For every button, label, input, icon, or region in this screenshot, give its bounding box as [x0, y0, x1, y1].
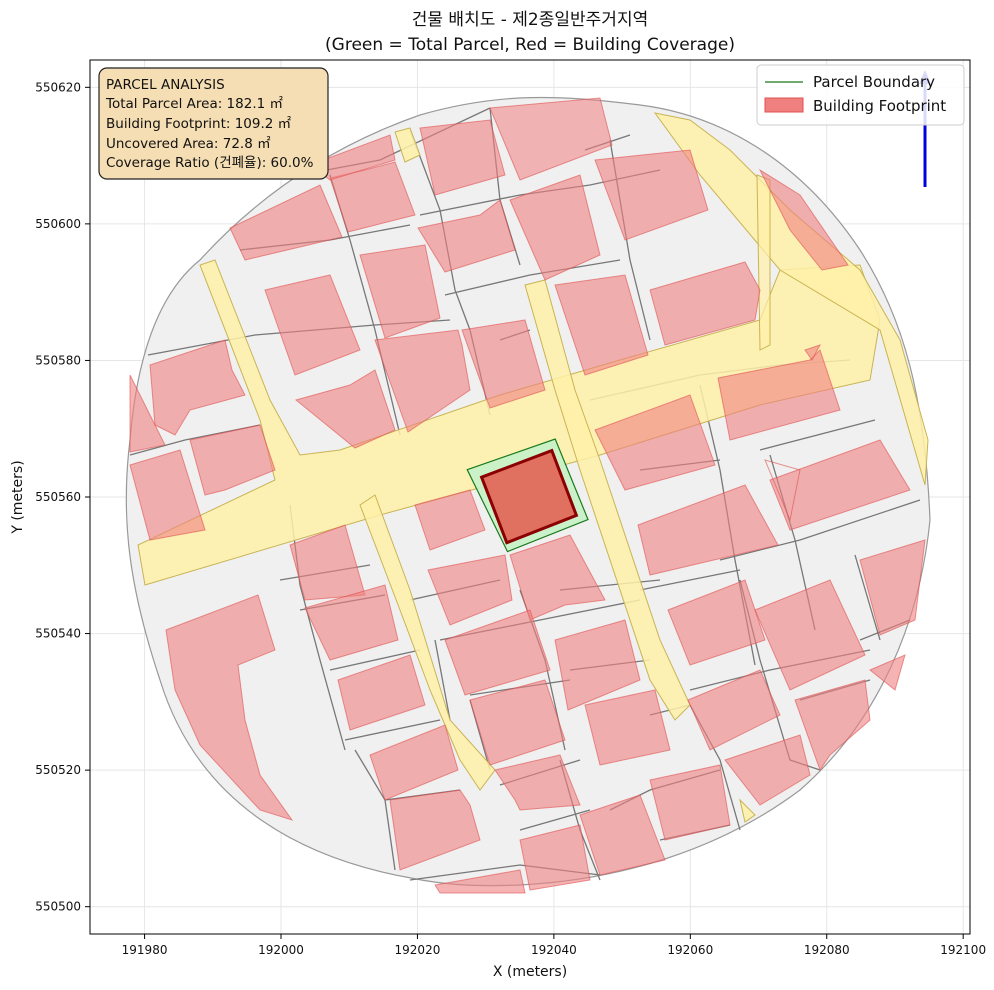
- y-tick-label: 550600: [35, 217, 81, 231]
- y-axis-label: Y (meters): [10, 460, 26, 534]
- info-box-header: PARCEL ANALYSIS: [106, 77, 225, 93]
- legend-parcel-label: Parcel Boundary: [813, 73, 935, 91]
- y-tick-label: 550500: [35, 900, 81, 914]
- x-axis-label: X (meters): [493, 964, 567, 980]
- info-uncovered-area: Uncovered Area: 72.8 ㎡: [106, 136, 271, 152]
- info-box-background: [98, 67, 329, 180]
- plot-area: 191980 192000 192020 192040 192060 192080 1921…: [35, 59, 986, 957]
- site-map: [125, 96, 931, 894]
- road-se-stub: [739, 798, 756, 823]
- road-vertical-west: [359, 494, 496, 791]
- chart-title-line2: (Green = Total Parcel, Red = Building Co…: [325, 35, 735, 55]
- chart-title-line1: 건물 배치도 - 제2종일반주거지역: [412, 10, 648, 30]
- y-tick-label: 550620: [35, 80, 81, 94]
- info-building-footprint: Building Footprint: 109.2 ㎡: [106, 116, 292, 132]
- legend: Parcel Boundary Building Footprint: [756, 64, 965, 126]
- x-tick-label: 192000: [258, 943, 304, 957]
- legend-building-label: Building Footprint: [813, 97, 946, 115]
- x-tick-label: 191980: [122, 943, 168, 957]
- road-north-stub: [394, 127, 421, 163]
- target-building-footprint: [479, 448, 579, 545]
- x-tick-label: 192020: [395, 943, 441, 957]
- x-tick-label: 192080: [804, 943, 850, 957]
- y-tick-label: 550580: [35, 353, 81, 367]
- parcel-analysis-box: PARCEL ANALYSIS Total Parcel Area: 182.1…: [98, 67, 329, 180]
- y-tick-label: 550520: [35, 763, 81, 777]
- y-tick-label: 550560: [35, 490, 81, 504]
- x-tick-label: 192060: [667, 943, 713, 957]
- y-axis-ticks: 550500 550520 550540 550560 550580 550600 5506…: [35, 80, 90, 914]
- y-tick-label: 550540: [35, 627, 81, 641]
- buildings: [129, 97, 926, 894]
- legend-building-swatch: [764, 97, 804, 113]
- x-axis-ticks: 191980 192000 192020 192040 192060 192080 1921…: [122, 934, 986, 957]
- info-coverage-ratio: Coverage Ratio (건폐율): 60.0%: [106, 155, 314, 171]
- x-tick-label: 192100: [940, 943, 986, 957]
- legend-box: [756, 64, 965, 126]
- info-total-parcel-area: Total Parcel Area: 182.1 ㎡: [105, 96, 283, 112]
- roads: [137, 112, 929, 823]
- x-tick-label: 192040: [531, 943, 577, 957]
